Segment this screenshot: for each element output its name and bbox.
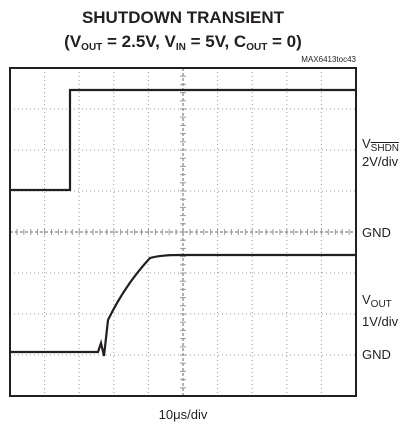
- grid: [10, 68, 356, 396]
- label-part: V: [362, 136, 371, 151]
- label-part: V: [362, 292, 371, 307]
- ch1-scale: 2V/div: [362, 154, 399, 169]
- title-sub: IN: [176, 42, 186, 53]
- title-part: = 2.5V, V: [102, 32, 176, 51]
- title-sub: OUT: [81, 42, 102, 53]
- title-part: (V: [64, 32, 82, 51]
- ch2-ground: GND: [362, 347, 391, 362]
- figure-id: MAX6413toc43: [301, 55, 356, 64]
- label-sub: OUT: [371, 299, 392, 310]
- title-line2: (VOUT = 2.5V, VIN = 5V, COUT = 0): [64, 32, 302, 53]
- title-part: = 5V, C: [186, 32, 246, 51]
- ch2-name: VOUT: [362, 292, 392, 310]
- plot-frame: [9, 67, 357, 397]
- trace-vout: [10, 253, 356, 357]
- label-sub: SHDN: [371, 143, 399, 154]
- title-sub: OUT: [246, 42, 267, 53]
- trace-shdn: [10, 88, 356, 192]
- ch1-ground: GND: [362, 225, 391, 240]
- ch1-name: VSHDN: [362, 136, 399, 154]
- ch2-scale: 1V/div: [362, 314, 399, 329]
- title-part: = 0): [267, 32, 302, 51]
- title-line1: SHUTDOWN TRANSIENT: [82, 8, 285, 27]
- time-scale: 10μs/div: [159, 407, 208, 422]
